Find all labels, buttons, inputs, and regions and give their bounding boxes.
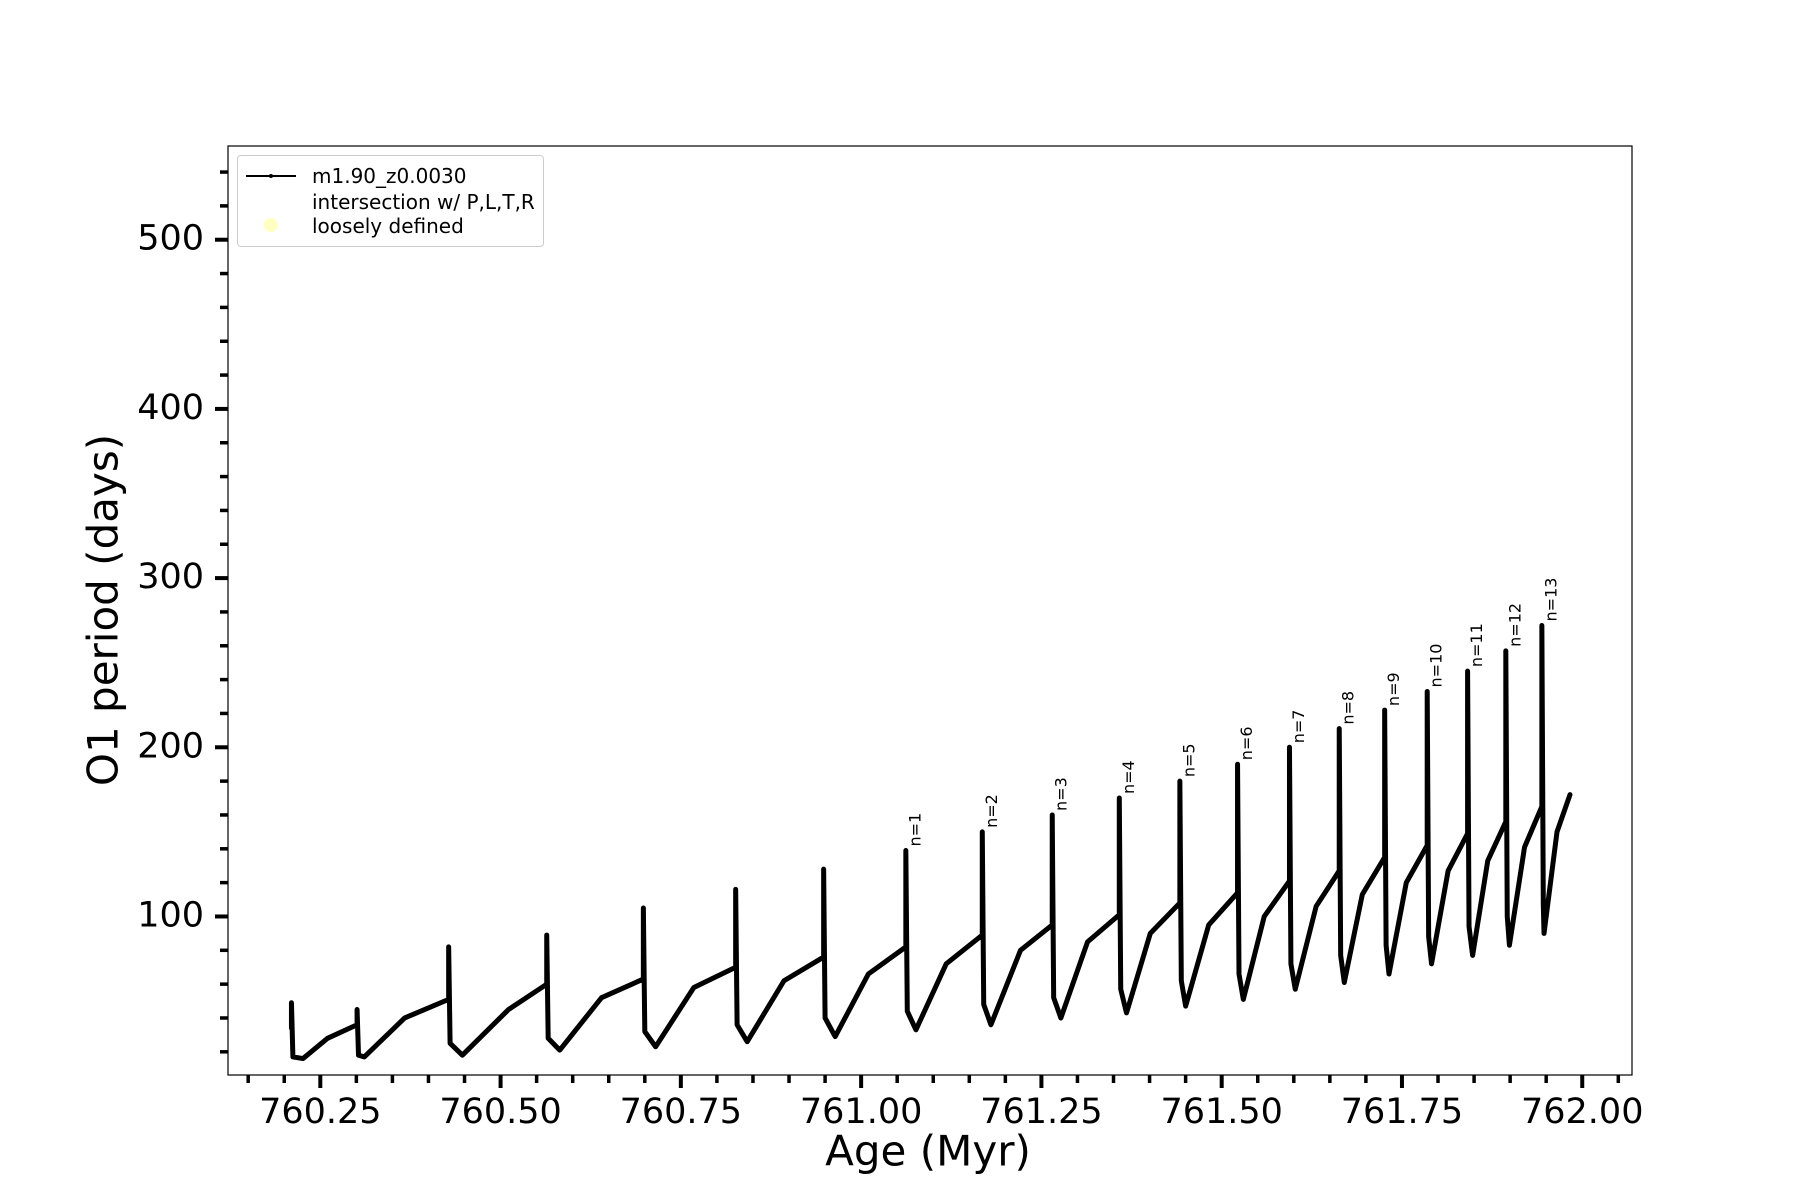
annotation: n=10 bbox=[1427, 644, 1446, 688]
annotation: n=7 bbox=[1289, 710, 1308, 744]
x-axis-label: Age (Myr) bbox=[825, 1127, 1031, 1176]
annotation: n=3 bbox=[1052, 777, 1071, 811]
y-tick-label: 100 bbox=[137, 895, 204, 935]
annotation: n=2 bbox=[982, 794, 1001, 828]
legend-swatch bbox=[246, 190, 296, 232]
data-line bbox=[288, 622, 1573, 1062]
annotation: n=13 bbox=[1541, 578, 1560, 622]
annotation: n=1 bbox=[905, 813, 924, 847]
annotation: n=9 bbox=[1384, 672, 1403, 706]
annotation: n=8 bbox=[1339, 691, 1358, 725]
legend-label: m1.90_z0.0030 bbox=[312, 164, 467, 188]
x-tick-label: 760.50 bbox=[439, 1092, 561, 1132]
y-tick-label: 300 bbox=[137, 557, 204, 597]
x-tick-label: 760.75 bbox=[620, 1092, 742, 1132]
x-tick-label: 760.25 bbox=[259, 1092, 381, 1132]
legend-swatch bbox=[246, 164, 296, 188]
legend-entry: intersection w/ P,L,T,R loosely defined bbox=[246, 190, 535, 238]
x-tick-label: 761.00 bbox=[800, 1092, 922, 1132]
y-tick-label: 500 bbox=[137, 219, 204, 259]
x-tick-label: 761.50 bbox=[1160, 1092, 1282, 1132]
x-tick-label: 762.00 bbox=[1521, 1092, 1643, 1132]
x-tick-label: 761.75 bbox=[1341, 1092, 1463, 1132]
annotation: n=6 bbox=[1237, 726, 1256, 760]
y-axis-label: O1 period (days) bbox=[79, 434, 128, 786]
x-tick-label: 761.25 bbox=[980, 1092, 1102, 1132]
annotation: n=11 bbox=[1467, 623, 1486, 667]
plot-frame bbox=[227, 145, 1633, 1076]
legend: m1.90_z0.0030 intersection w/ P,L,T,R loo… bbox=[237, 155, 544, 247]
legend-entry: m1.90_z0.0030 bbox=[246, 164, 535, 188]
y-tick-label: 200 bbox=[137, 726, 204, 766]
annotation: n=4 bbox=[1119, 760, 1138, 794]
annotation: n=5 bbox=[1179, 743, 1198, 777]
legend-label: intersection w/ P,L,T,R loosely defined bbox=[312, 190, 535, 238]
y-tick-label: 400 bbox=[137, 388, 204, 428]
annotation: n=12 bbox=[1505, 603, 1524, 647]
